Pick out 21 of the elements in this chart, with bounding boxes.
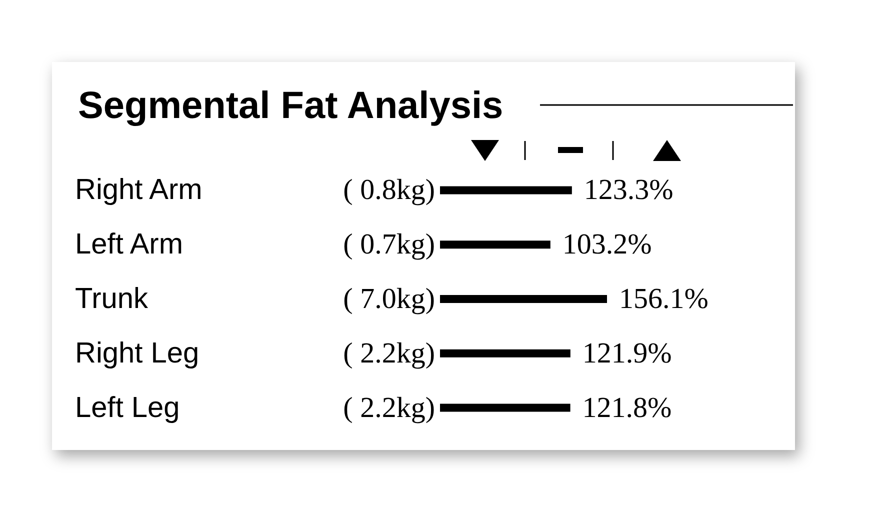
text: ( 0.7kg) xyxy=(343,228,435,261)
data-label: 103.2% xyxy=(562,228,652,261)
data-label: 121.8% xyxy=(582,392,672,424)
bar xyxy=(440,295,607,303)
bar xyxy=(440,186,572,194)
y-tick-label: Right Arm xyxy=(75,174,202,206)
text: ( 2.2kg) xyxy=(343,392,435,424)
data-label: 123.3% xyxy=(584,174,674,206)
bar xyxy=(440,240,550,249)
text: ( 2.2kg) xyxy=(343,337,435,370)
text: ( 0.8kg) xyxy=(343,174,435,206)
data-label: 121.9% xyxy=(582,337,672,370)
bar xyxy=(440,349,570,358)
text: ( 7.0kg) xyxy=(343,283,435,315)
bar xyxy=(440,404,570,412)
chart-title: Segmental Fat Analysis xyxy=(78,85,504,127)
y-tick-label: Left Leg xyxy=(75,392,180,424)
y-tick-label: Right Leg xyxy=(75,337,200,370)
data-label: 156.1% xyxy=(619,283,708,315)
y-tick-label: Left Arm xyxy=(75,228,183,261)
y-tick-label: Trunk xyxy=(75,283,149,315)
